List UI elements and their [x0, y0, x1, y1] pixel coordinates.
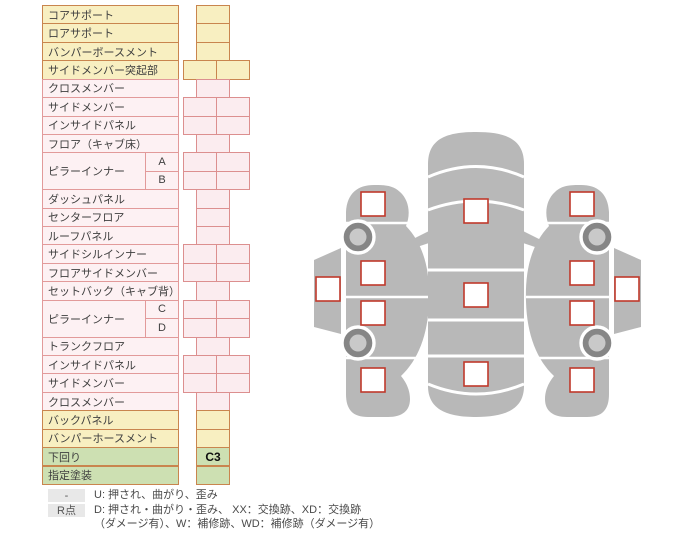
damage-cell — [183, 115, 217, 135]
damage-cell — [196, 78, 230, 99]
damage-marker-left-rear-fender — [360, 367, 386, 393]
legend-row: - U: 押され、曲がり、歪み — [48, 489, 380, 504]
damage-cell — [196, 428, 230, 449]
damage-marker-right-front-door — [569, 260, 595, 286]
part-label: サイドメンバー — [42, 373, 179, 393]
damage-cell — [216, 97, 250, 117]
damage-marker-hood — [463, 198, 489, 224]
damage-cell — [216, 354, 250, 375]
part-label: コアサポート — [42, 5, 179, 25]
legend-text: U: 押され、曲がり、歪み — [94, 489, 218, 501]
damage-cell — [183, 262, 217, 283]
damage-cell — [216, 262, 250, 283]
damage-marker-roof — [463, 282, 489, 308]
part-label: バックパネル — [42, 410, 179, 430]
damage-cell — [216, 60, 250, 80]
damage-cell — [183, 152, 217, 172]
legend-key-spacer — [48, 518, 85, 531]
part-label: サイドメンバー — [42, 97, 179, 117]
damage-marker-left-rear-door — [360, 300, 386, 326]
damage-cell — [183, 244, 217, 264]
part-sub-label: A — [145, 152, 179, 172]
legend-key-minor: - — [48, 489, 85, 502]
left-mirror-icon — [411, 231, 429, 249]
part-label: バンパーボースメント — [42, 41, 179, 62]
legend-key-repair: R点 — [48, 503, 85, 517]
damage-cell — [183, 170, 217, 191]
part-label: ロアサポート — [42, 23, 179, 43]
legend-text: （ダメージ有）、W：補修跡、WD：補修跡（ダメージ有） — [94, 518, 381, 530]
legend-row: （ダメージ有）、W：補修跡、WD：補修跡（ダメージ有） — [48, 518, 380, 533]
part-label: クロスメンバー — [42, 391, 179, 412]
damage-cell — [183, 60, 217, 80]
part-sub-label: C — [145, 299, 179, 320]
legend: - U: 押され、曲がり、歪み R点 D: 押され・曲がり・歪み、 XX：交換跡… — [48, 489, 380, 533]
damage-cell — [196, 465, 230, 485]
part-label: インサイドパネル — [42, 115, 179, 135]
damage-cell — [196, 41, 230, 62]
damage-cell — [196, 226, 230, 246]
damage-cell — [196, 189, 230, 209]
part-label: トランクフロア — [42, 336, 179, 356]
damage-cell: C3 — [196, 447, 230, 467]
damage-cell — [216, 152, 250, 172]
part-label: ダッシュパネル — [42, 189, 179, 209]
part-label: フロア（キャブ床） — [42, 133, 179, 154]
part-label: フロアサイドメンバー — [42, 262, 179, 283]
damage-cell — [216, 170, 250, 191]
legend-text: D: 押され・曲がり・歪み、 XX：交換跡、XD：交換跡 — [94, 503, 362, 516]
part-label: クロスメンバー — [42, 78, 179, 99]
damage-cell — [183, 354, 217, 375]
damage-cell — [196, 410, 230, 430]
part-label: インサイドパネル — [42, 354, 179, 375]
damage-marker-trunk — [463, 361, 489, 387]
damage-cell — [196, 391, 230, 412]
damage-cell — [196, 5, 230, 25]
damage-cell — [216, 373, 250, 393]
right-mirror-icon — [523, 231, 541, 249]
damage-cell — [196, 336, 230, 356]
damage-cell — [196, 207, 230, 228]
part-label: バンパーホースメント — [42, 428, 179, 449]
part-label: ピラーインナー — [42, 152, 146, 191]
part-label: ルーフパネル — [42, 226, 179, 246]
part-label: サイドメンバー突起部 — [42, 60, 179, 80]
damage-cell — [216, 115, 250, 135]
legend-row: R点 D: 押され・曲がり・歪み、 XX：交換跡、XD：交換跡 — [48, 503, 380, 519]
damage-marker-right-rear-door — [569, 300, 595, 326]
damage-cell — [216, 318, 250, 338]
top-view — [411, 132, 541, 417]
part-label: 指定塗装 — [42, 465, 179, 485]
part-label: 下回り — [42, 447, 179, 467]
damage-marker-left-front-door — [360, 260, 386, 286]
damage-marker-left-bumper — [315, 276, 341, 302]
damage-cell — [196, 23, 230, 43]
damage-cell — [216, 299, 250, 320]
damage-marker-right-bumper — [614, 276, 640, 302]
part-label: センターフロア — [42, 207, 179, 228]
damage-marker-right-front-fender — [569, 191, 595, 217]
damage-cell — [196, 133, 230, 154]
damage-marker-left-front-fender — [360, 191, 386, 217]
damage-cell — [183, 318, 217, 338]
part-sub-label: D — [145, 318, 179, 338]
part-label: セットバック（キャブ背） — [42, 281, 179, 301]
damage-marker-right-rear-fender — [569, 367, 595, 393]
part-label: ピラーインナー — [42, 299, 146, 338]
part-label: サイドシルインナー — [42, 244, 179, 264]
damage-cell — [183, 373, 217, 393]
damage-markers — [315, 191, 640, 393]
damage-cell — [183, 299, 217, 320]
car-diagram — [312, 132, 643, 419]
damage-cell — [196, 281, 230, 301]
part-sub-label: B — [145, 170, 179, 191]
damage-cell — [183, 97, 217, 117]
damage-cell — [216, 244, 250, 264]
